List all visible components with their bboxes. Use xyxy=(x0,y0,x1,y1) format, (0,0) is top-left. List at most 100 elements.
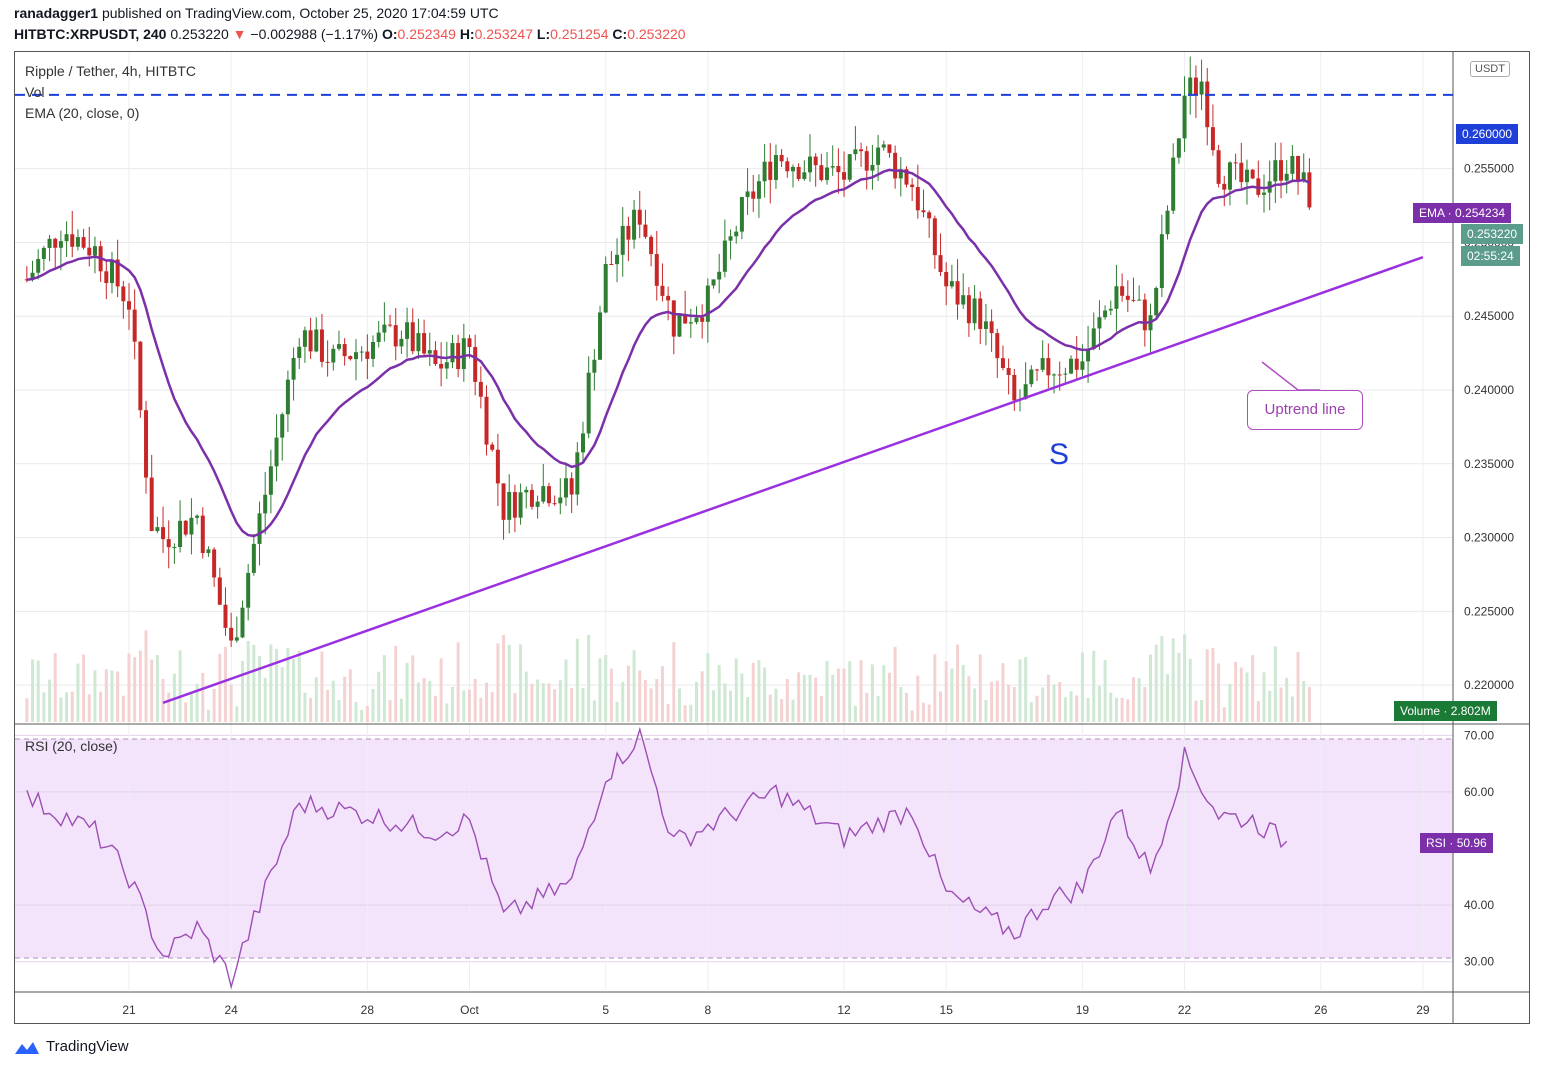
volume-badge-value: 2.802M xyxy=(1450,704,1491,718)
high-label: H: xyxy=(459,26,475,42)
candle-body xyxy=(53,238,58,248)
rsi-badge-value: 50.96 xyxy=(1456,836,1487,850)
candle-body xyxy=(790,166,795,172)
candle-body xyxy=(592,359,597,373)
price-tick-label: 0.235000 xyxy=(1464,457,1514,471)
candle-body xyxy=(393,325,398,347)
volume-bar xyxy=(212,688,216,722)
legend-title[interactable]: Ripple / Tether, 4h, HITBTC xyxy=(25,63,196,79)
candle-body xyxy=(1239,162,1244,183)
legend-ema[interactable]: EMA (20, close, 0) xyxy=(25,105,140,121)
candle-body xyxy=(938,255,943,272)
tradingview-logo[interactable]: TradingView xyxy=(14,1038,129,1055)
symbol-info: HITBTC:XRPUSDT, 240 0.253220 ▼ −0.002988… xyxy=(14,26,686,42)
price-tick-label: 0.225000 xyxy=(1464,604,1514,618)
volume-bar xyxy=(768,694,772,722)
volume-bar xyxy=(626,665,630,722)
candle-body xyxy=(81,237,86,248)
chart-frame[interactable] xyxy=(14,51,1530,1024)
candle-body xyxy=(1244,169,1249,183)
candle-body xyxy=(109,259,114,284)
support-marker[interactable]: S xyxy=(1049,438,1070,471)
candle-body xyxy=(643,224,648,237)
candle-body xyxy=(461,338,466,370)
candle-body xyxy=(30,272,35,280)
volume-bar xyxy=(1194,700,1198,722)
candle-body xyxy=(251,543,256,573)
candle-body xyxy=(1074,358,1079,370)
candle-body xyxy=(1279,160,1284,181)
candle-body xyxy=(371,341,376,359)
volume-bar xyxy=(757,660,761,722)
countdown-badge: 02:55:24 xyxy=(1461,246,1520,266)
candle-body xyxy=(319,329,324,362)
candle-body xyxy=(955,281,960,305)
callout-pointer xyxy=(1261,361,1320,391)
volume-bar xyxy=(1279,687,1283,722)
volume-bar xyxy=(763,667,767,722)
volume-bar xyxy=(354,702,358,722)
volume-bar xyxy=(944,661,948,722)
volume-bar xyxy=(1063,697,1067,722)
volume-bar xyxy=(541,683,545,722)
candle-body xyxy=(70,234,75,247)
volume-bar xyxy=(1177,652,1181,722)
candle-body xyxy=(422,333,427,354)
time-tick-label: 28 xyxy=(361,1003,375,1017)
candle-body xyxy=(495,449,500,484)
candle-body xyxy=(359,351,364,353)
candle-body xyxy=(302,330,307,347)
candle-body xyxy=(1210,127,1215,151)
uptrend-line[interactable] xyxy=(162,256,1424,704)
volume-bar xyxy=(371,688,375,722)
volume-bar xyxy=(904,692,908,722)
candle-body xyxy=(291,357,296,380)
tradingview-logo-icon xyxy=(15,1041,39,1054)
volume-bar xyxy=(609,668,613,722)
candle-body xyxy=(1205,81,1210,128)
volume-bar xyxy=(292,659,296,722)
rsi-tick-label: 30.00 xyxy=(1464,955,1494,969)
volume-bar xyxy=(604,655,608,722)
time-tick-label: 5 xyxy=(602,1003,609,1017)
volume-bar xyxy=(1120,697,1124,722)
volume-bar xyxy=(1035,695,1039,722)
candle-body xyxy=(842,172,847,180)
candle-body xyxy=(1307,172,1312,208)
volume-bar xyxy=(570,688,574,722)
time-tick-label: 24 xyxy=(224,1003,238,1017)
legend-vol[interactable]: Vol xyxy=(25,84,45,100)
candle-body xyxy=(859,149,864,152)
volume-bar xyxy=(655,678,659,722)
candle-body xyxy=(439,363,444,369)
volume-bar xyxy=(558,680,562,722)
uptrend-callout[interactable]: Uptrend line xyxy=(1247,390,1363,430)
candle-body xyxy=(1103,310,1108,318)
volume-bar xyxy=(195,683,199,722)
currency-unit[interactable]: USDT xyxy=(1470,61,1510,77)
candle-body xyxy=(1108,308,1113,311)
candle-body xyxy=(308,330,313,352)
volume-bar xyxy=(1302,681,1306,722)
candle-body xyxy=(722,240,727,272)
candle-body xyxy=(1199,81,1204,95)
volume-bar xyxy=(161,678,165,722)
time-tick-label: 22 xyxy=(1178,1003,1192,1017)
candle-body xyxy=(1171,157,1176,211)
volume-bar xyxy=(729,690,733,722)
volume-bar xyxy=(1109,692,1113,722)
legend-rsi[interactable]: RSI (20, close) xyxy=(25,738,118,754)
volume-bar xyxy=(1307,687,1311,722)
ema-badge-value: 0.254234 xyxy=(1455,206,1506,220)
publish-info: ranadagger1 published on TradingView.com… xyxy=(14,5,499,21)
volume-bar xyxy=(660,666,664,722)
author-name[interactable]: ranadagger1 xyxy=(14,5,99,21)
candle-body xyxy=(240,607,245,638)
candle-body xyxy=(660,285,665,296)
change-arrow-icon: ▼ xyxy=(232,26,247,42)
candle-body xyxy=(1262,192,1266,195)
candle-body xyxy=(399,338,404,347)
volume-bar xyxy=(1273,646,1277,722)
volume-bar xyxy=(241,660,244,722)
